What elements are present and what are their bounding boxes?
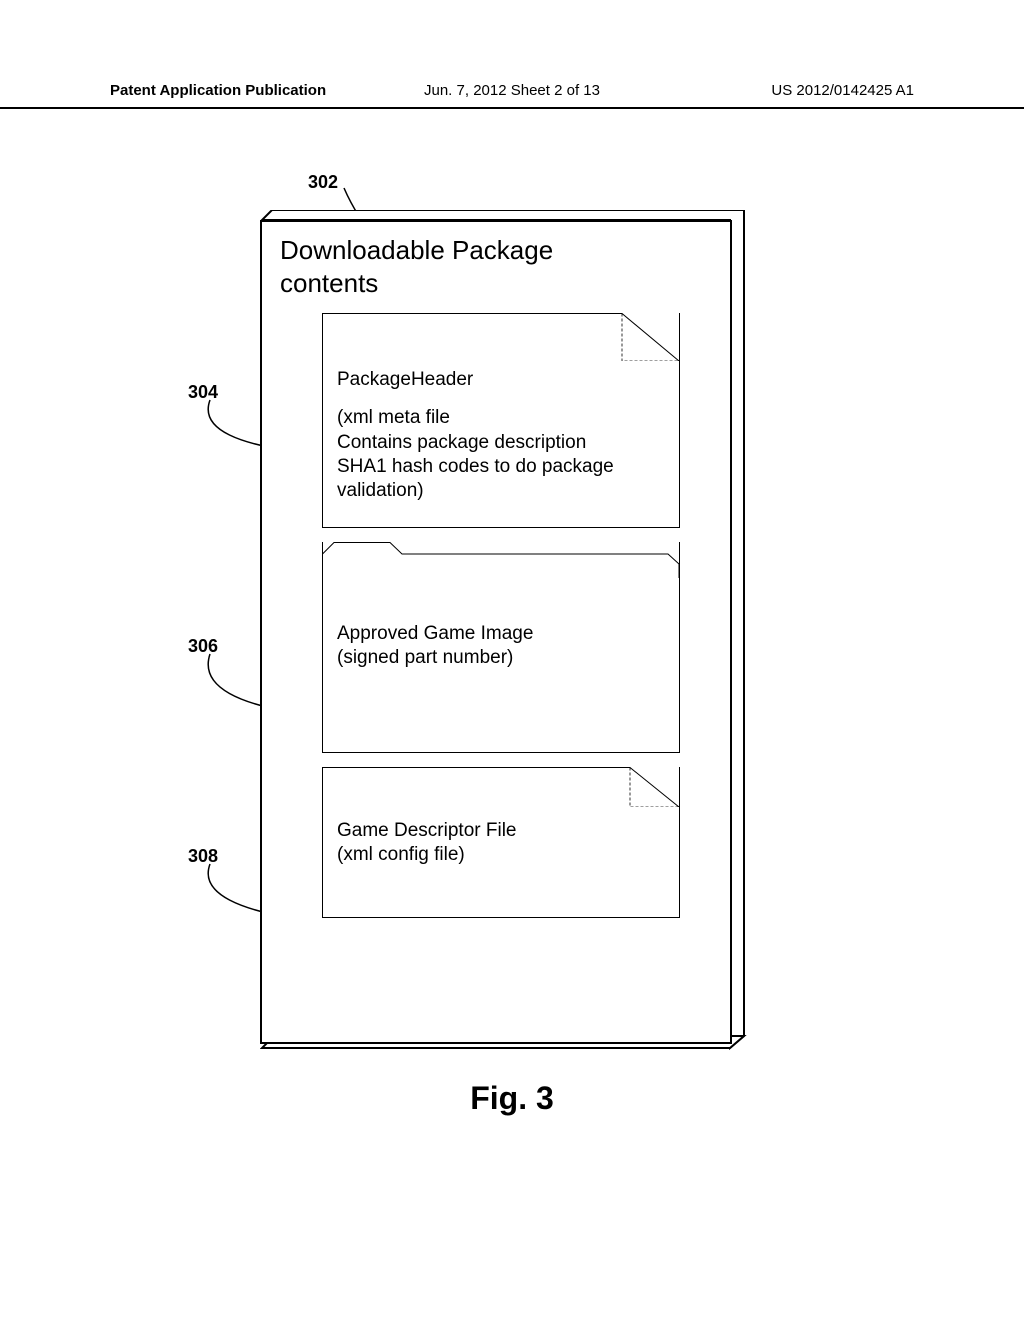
package-header-desc2: Contains package description: [337, 431, 667, 455]
descriptor-line2: (xml config file): [337, 843, 667, 867]
header-patent-number: US 2012/0142425 A1: [646, 82, 914, 99]
package-title-line1: Downloadable Package: [280, 235, 553, 265]
game-image-line1: Approved Game Image: [337, 622, 667, 646]
descriptor-line1: Game Descriptor File: [337, 819, 667, 843]
package-title: Downloadable Package contents: [280, 234, 712, 299]
package-header-desc3: SHA1 hash codes to do package: [337, 455, 667, 479]
game-image-section: Approved Game Image (signed part number): [322, 542, 680, 753]
package-title-line2: contents: [280, 268, 378, 298]
header-sheet-info: Jun. 7, 2012 Sheet 2 of 13: [378, 82, 646, 99]
package-header-section: PackageHeader (xml meta file Contains pa…: [322, 313, 680, 528]
package-header-title: PackageHeader: [337, 368, 667, 392]
descriptor-section: Game Descriptor File (xml config file): [322, 767, 680, 918]
game-image-line2: (signed part number): [337, 646, 667, 670]
package-header-desc1: (xml meta file: [337, 406, 667, 430]
ref-302-label: 302: [308, 172, 338, 193]
figure-label: Fig. 3: [0, 1080, 1024, 1117]
outer-document-front: Downloadable Package contents PackageHea…: [260, 220, 732, 1044]
package-header-desc4: validation): [337, 479, 667, 503]
header-publication: Patent Application Publication: [110, 82, 378, 99]
package-diagram: Downloadable Package contents PackageHea…: [260, 210, 740, 1100]
patent-header: Patent Application Publication Jun. 7, 2…: [0, 82, 1024, 109]
